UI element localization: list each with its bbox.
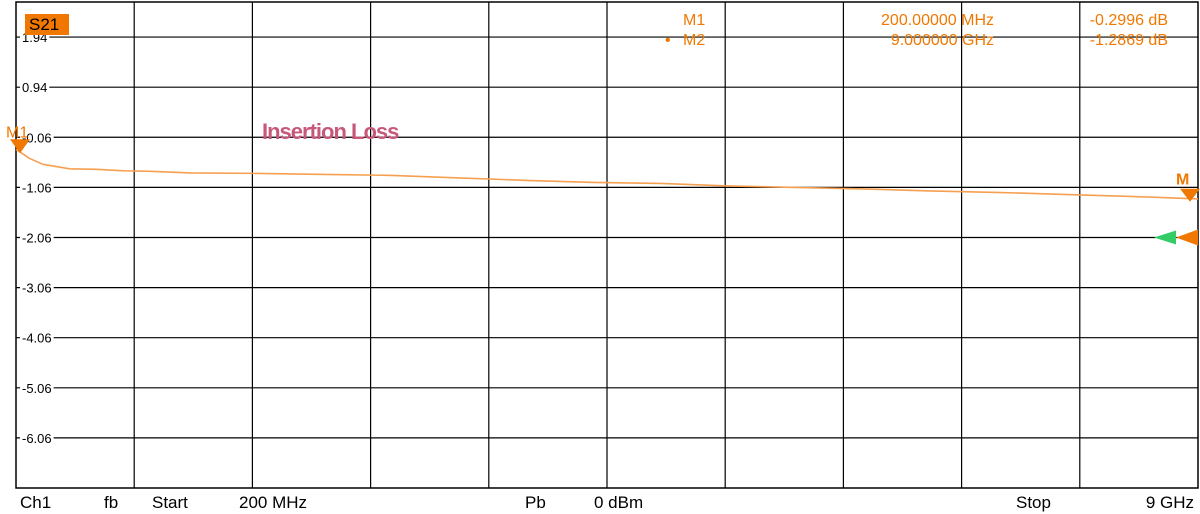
trace-label: S21 [29, 15, 59, 34]
footer-channel: Ch1 [20, 493, 51, 512]
y-tick-label: -0.06 [22, 130, 52, 145]
y-tick-labels: 1.940.94-0.06-1.06-2.06-3.06-4.06-5.06-6… [20, 30, 54, 446]
y-tick-label: -5.06 [22, 381, 52, 396]
trace-label-badge[interactable] [25, 14, 69, 35]
active-marker-dot: • [665, 32, 671, 49]
marker-readout-m2-freq: 9.000000 GHz [891, 32, 994, 49]
reference-level-marker [1176, 229, 1198, 246]
y-tick-label-background [20, 430, 54, 446]
y-tick-label-background [20, 330, 54, 346]
marker-readout: M1 200.00000 MHz -0.2996 dB • M2 9.00000… [665, 12, 1168, 49]
footer-stop-label: Stop [1016, 493, 1051, 512]
footer-power-value: 0 dBm [594, 493, 643, 512]
marker-layer: M1 M [6, 124, 1200, 246]
trace-s21 [15, 148, 1199, 200]
y-tick-label-background [20, 380, 54, 396]
footer-stop-value: 9 GHz [1146, 493, 1194, 512]
marker-readout-m2-name: M2 [683, 32, 705, 49]
footer-mode: fb [104, 493, 118, 512]
trace-layer [15, 148, 1199, 200]
y-tick-label: -4.06 [22, 331, 52, 346]
marker-m2-tag: M [1176, 172, 1189, 189]
marker-readout-m2-value: -1.2869 dB [1090, 32, 1168, 49]
footer-power-label: Pb [525, 493, 546, 512]
marker-readout-m1-value: -0.2996 dB [1090, 12, 1168, 29]
y-tick-label-background [20, 80, 50, 96]
marker-m2-triangle [1180, 188, 1200, 202]
y-tick-label: 0.94 [22, 80, 47, 95]
footer-start-label: Start [152, 493, 188, 512]
y-tick-label-background [20, 180, 54, 196]
y-tick-label-background [20, 130, 54, 146]
y-tick-label: -6.06 [22, 431, 52, 446]
y-tick-label: -3.06 [22, 281, 52, 296]
y-tick-label-background [20, 230, 54, 246]
marker-readout-m1-freq: 200.00000 MHz [881, 12, 994, 29]
reference-marker-green [1154, 230, 1176, 245]
marker-m1-tag: M1 [6, 124, 28, 141]
y-tick-label: -2.06 [22, 230, 52, 245]
grid [15, 1, 1199, 489]
marker-readout-m1-name: M1 [683, 12, 705, 29]
y-tick-label-background [20, 280, 54, 296]
y-tick-label: -1.06 [22, 180, 52, 195]
footer-start-value: 200 MHz [239, 493, 307, 512]
footer-bar: Ch1 fb Start 200 MHz Pb 0 dBm Stop 9 GHz [20, 493, 1194, 512]
annotation-text: Insertion Loss [262, 119, 399, 144]
marker-m1-triangle [10, 139, 30, 154]
